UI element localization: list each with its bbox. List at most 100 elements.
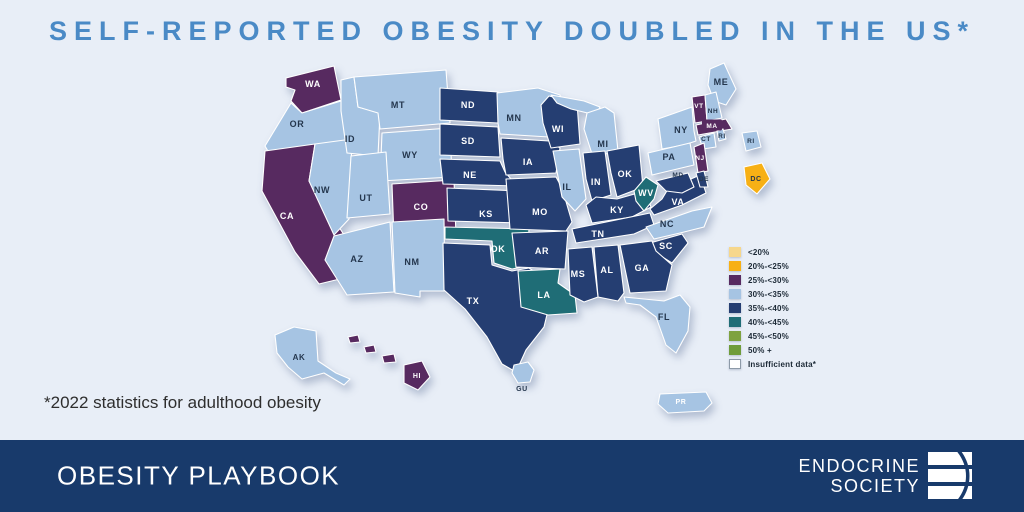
legend-swatch	[729, 359, 741, 369]
legend: <20% 20%-<25% 25%-<30% 30%-<35% 35%-<40% 40%-…	[729, 245, 816, 371]
legend-swatch	[729, 289, 741, 299]
state-de	[695, 170, 709, 188]
legend-item: 20%-<25%	[729, 259, 816, 273]
state-hi-island-2	[363, 344, 377, 354]
state-label-md: MD	[672, 172, 683, 179]
state-tn	[571, 212, 655, 244]
legend-label: 45%-<50%	[748, 331, 789, 341]
state-nc	[645, 206, 713, 240]
state-fl	[623, 294, 691, 354]
state-label-me: ME	[714, 77, 729, 87]
state-label-az: AZ	[350, 254, 363, 264]
footer-bar: OBESITY PLAYBOOK ENDOCRINE SOCIETY	[0, 440, 1024, 512]
state-label-nm: NM	[404, 257, 419, 267]
state-il	[552, 148, 587, 212]
state-nj	[693, 142, 709, 174]
legend-label: 50% +	[748, 345, 772, 355]
state-pr	[657, 391, 713, 414]
state-label-la: LA	[537, 290, 550, 300]
logo-text: ENDOCRINE SOCIETY	[798, 456, 920, 496]
state-label-dc: DC	[750, 176, 761, 183]
state-in	[582, 150, 612, 202]
legend-label: 35%-<40%	[748, 303, 789, 313]
legend-item: 50% +	[729, 343, 816, 357]
state-label-nh: NH	[708, 108, 719, 115]
state-label-box-ma	[702, 119, 722, 131]
legend-swatch	[729, 317, 741, 327]
state-label-hi: HI	[413, 373, 421, 380]
state-label-fl: FL	[658, 312, 670, 322]
state-label-wv: WV	[638, 188, 654, 198]
legend-label: 25%-<30%	[748, 275, 789, 285]
state-label-ne: NE	[463, 170, 477, 180]
state-label-mt: MT	[391, 100, 405, 110]
state-nm	[391, 218, 446, 298]
state-label-ar: AR	[535, 246, 549, 256]
state-ms	[567, 246, 599, 303]
state-ut	[346, 151, 391, 219]
logo-line2: SOCIETY	[830, 476, 920, 496]
state-label-nv: NW	[314, 185, 330, 195]
legend-swatch	[729, 331, 741, 341]
state-label-il: IL	[562, 182, 571, 192]
legend-label: 20%-<25%	[748, 261, 789, 271]
state-wv	[633, 176, 659, 212]
state-ak	[274, 326, 351, 386]
state-dc-callout	[743, 162, 771, 195]
state-label-tx: TX	[467, 296, 480, 306]
state-wa	[285, 65, 342, 114]
legend-label: 30%-<35%	[748, 289, 789, 299]
state-ny	[657, 106, 697, 150]
state-label-oh: OK	[618, 169, 633, 179]
state-label-ut: UT	[359, 193, 372, 203]
state-label-ri_inset: RI	[747, 138, 755, 145]
state-md	[655, 172, 695, 194]
state-nh	[704, 91, 723, 122]
state-label-wy: WY	[402, 150, 418, 160]
state-label-ok: OK	[491, 244, 506, 254]
state-label-al: AL	[600, 265, 613, 275]
state-sd	[439, 123, 501, 158]
state-label-wi: WI	[552, 124, 564, 134]
state-label-ga: GA	[635, 263, 650, 273]
state-label-tn: TN	[591, 229, 604, 239]
legend-item: 40%-<45%	[729, 315, 816, 329]
legend-item: 45%-<50%	[729, 329, 816, 343]
state-hi-island-3	[381, 353, 397, 364]
state-label-mo: MO	[532, 207, 548, 217]
state-label-ia: IA	[523, 157, 533, 167]
legend-item: 30%-<35%	[729, 287, 816, 301]
state-label-pr: PR	[676, 399, 687, 406]
legend-swatch	[729, 275, 741, 285]
legend-item: <20%	[729, 245, 816, 259]
legend-label: 40%-<45%	[748, 317, 789, 327]
legend-swatch	[729, 345, 741, 355]
state-label-gu: GU	[516, 386, 528, 393]
map-state-labels: WA OR CA NW ID MT WY UT CO AZ NM ND SD NE KS OK TX MN IA MO…	[280, 77, 761, 406]
state-la	[517, 268, 578, 316]
state-label-de: DE	[699, 176, 709, 183]
state-label-nd: ND	[461, 100, 475, 110]
state-pa	[647, 142, 695, 176]
map-states	[261, 62, 771, 414]
legend-label: Insufficient data*	[748, 359, 817, 369]
state-label-in: IN	[591, 177, 601, 187]
state-label-ks: KS	[479, 209, 493, 219]
state-label-ca: CA	[280, 211, 294, 221]
brand-title: OBESITY PLAYBOOK	[57, 460, 341, 491]
state-label-mi: MI	[597, 139, 608, 149]
legend-swatch	[729, 247, 741, 257]
state-label-vt: VT	[694, 103, 704, 110]
state-label-co: CO	[414, 202, 429, 212]
endocrine-society-logo: ENDOCRINE SOCIETY	[798, 452, 974, 500]
state-label-ms: MS	[571, 269, 586, 279]
state-label-nj: NJ	[695, 155, 705, 162]
state-ri-inset	[741, 130, 762, 152]
state-label-pa: PA	[662, 152, 675, 162]
state-label-ma: MA	[706, 123, 717, 130]
state-gu	[511, 361, 535, 384]
state-label-wa: WA	[305, 79, 321, 89]
state-label-sd: SD	[461, 136, 475, 146]
